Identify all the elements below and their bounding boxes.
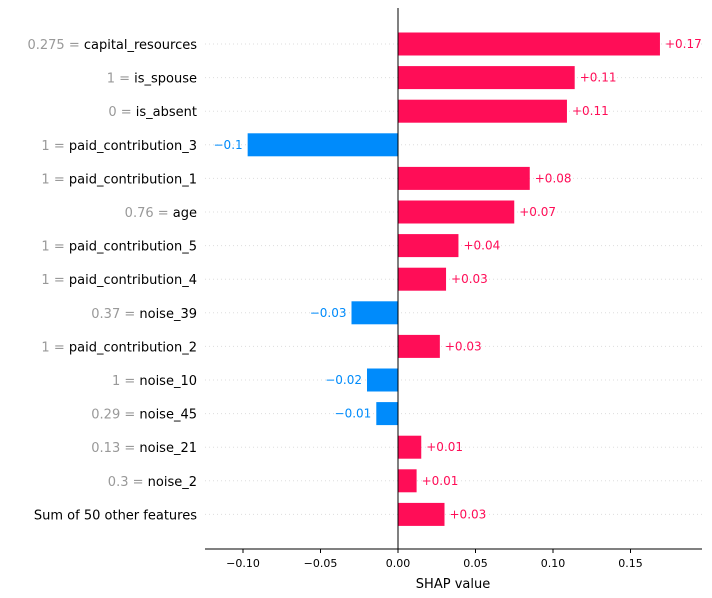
bar-13 <box>398 469 417 493</box>
bars <box>247 32 660 526</box>
y-tick-label: 1 = paid_contribution_1 <box>41 172 197 187</box>
axes: −0.10 −0.05 0.00 0.05 0.10 0.15 <box>205 8 702 570</box>
data-label: +0.01 <box>426 440 463 454</box>
feature-value: 0.275 = <box>27 38 83 53</box>
y-tick-label: 0.13 = noise_21 <box>91 441 197 456</box>
feature-name: paid_contribution_4 <box>69 273 197 288</box>
y-tick-label: 1 = paid_contribution_3 <box>41 139 197 154</box>
bar-12 <box>398 435 422 459</box>
bar-0 <box>398 32 660 56</box>
feature-name: age <box>173 206 197 221</box>
feature-name: noise_21 <box>139 441 197 456</box>
y-tick-label: 0.29 = noise_45 <box>91 408 197 423</box>
x-tick-label: 0.00 <box>386 557 411 570</box>
x-tick-label: −0.05 <box>304 557 338 570</box>
data-label: +0.11 <box>580 71 617 85</box>
feature-value: 0 = <box>108 105 135 120</box>
bar-2 <box>398 99 567 123</box>
feature-name: noise_45 <box>139 408 197 423</box>
feature-value: 1 = <box>41 240 68 255</box>
data-label: +0.17 <box>665 37 702 51</box>
feature-name: noise_2 <box>148 475 197 490</box>
bar-6 <box>398 234 459 258</box>
y-tick-label: 1 = paid_contribution_4 <box>41 273 197 288</box>
feature-name: paid_contribution_5 <box>69 240 197 255</box>
data-label: −0.03 <box>310 306 347 320</box>
feature-value: 1 = <box>112 374 139 389</box>
x-axis-label: SHAP value <box>416 577 490 592</box>
x-tick-label: −0.10 <box>226 557 260 570</box>
data-label: +0.03 <box>450 507 487 521</box>
data-label: +0.07 <box>519 205 556 219</box>
feature-name: noise_39 <box>139 307 197 322</box>
bar-7 <box>398 267 447 291</box>
bar-9 <box>398 334 440 358</box>
bar-3 <box>247 133 398 157</box>
y-tick-label: 0.3 = noise_2 <box>108 475 197 490</box>
data-label: +0.03 <box>445 339 482 353</box>
feature-name: paid_contribution_2 <box>69 340 197 355</box>
data-label: +0.01 <box>422 474 459 488</box>
feature-value: 0.29 = <box>91 408 139 423</box>
bar-1 <box>398 66 575 90</box>
data-label: +0.11 <box>572 104 609 118</box>
y-tick-label: 1 = noise_10 <box>112 374 197 389</box>
y-tick-label: 0.275 = capital_resources <box>27 38 197 53</box>
data-label: −0.1 <box>214 138 243 152</box>
y-tick-label: Sum of 50 other features <box>34 508 197 523</box>
feature-name: is_absent <box>136 105 197 120</box>
y-tick-label: 0.37 = noise_39 <box>91 307 197 322</box>
bar-11 <box>376 402 398 426</box>
data-label: −0.01 <box>335 407 372 421</box>
y-tick-label: 0 = is_absent <box>108 105 197 120</box>
bar-5 <box>398 200 515 224</box>
x-tick-label: 0.15 <box>618 557 643 570</box>
feature-name: paid_contribution_3 <box>69 139 197 154</box>
feature-value: 1 = <box>41 340 68 355</box>
feature-value: 0.76 = <box>125 206 173 221</box>
x-tick-label: 0.05 <box>463 557 488 570</box>
y-tick-label: 1 = paid_contribution_5 <box>41 240 197 255</box>
x-tick-label: 0.10 <box>541 557 566 570</box>
bar-4 <box>398 166 530 190</box>
y-tick-label: 1 = paid_contribution_2 <box>41 340 197 355</box>
data-label: +0.03 <box>451 272 488 286</box>
bar-14 <box>398 502 445 526</box>
feature-labels: 0.275 = capital_resources 1 = is_spouse 0 … <box>27 38 197 523</box>
feature-name: is_spouse <box>134 72 197 87</box>
data-label: +0.08 <box>535 171 572 185</box>
y-tick-label: 1 = is_spouse <box>107 72 197 87</box>
data-labels: +0.17 +0.11 +0.11 −0.1 +0.08 +0.07 +0.04 +0.03 −… <box>214 37 702 521</box>
feature-value: 0.13 = <box>91 441 139 456</box>
feature-value: 1 = <box>41 273 68 288</box>
feature-name: paid_contribution_1 <box>69 172 197 187</box>
feature-value: 0.3 = <box>108 475 148 490</box>
feature-name: noise_10 <box>139 374 197 389</box>
feature-name: Sum of 50 other features <box>34 508 197 523</box>
feature-value: 1 = <box>41 139 68 154</box>
y-tick-label: 0.76 = age <box>125 206 197 221</box>
feature-value: 1 = <box>107 72 134 87</box>
data-label: −0.02 <box>325 373 362 387</box>
bar-10 <box>367 368 398 392</box>
bar-8 <box>351 301 398 325</box>
feature-value: 1 = <box>41 172 68 187</box>
data-label: +0.04 <box>463 239 500 253</box>
feature-name: capital_resources <box>84 38 197 53</box>
feature-value: 0.37 = <box>91 307 139 322</box>
